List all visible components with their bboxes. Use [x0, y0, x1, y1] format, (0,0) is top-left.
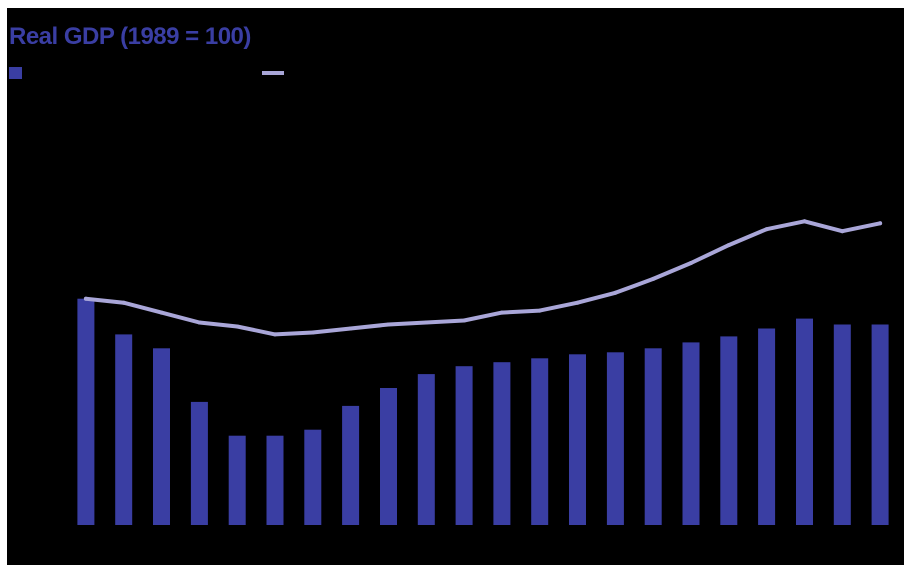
legend-item-line — [262, 66, 290, 80]
bar-7 — [304, 429, 322, 525]
bar-3 — [153, 348, 170, 525]
line-point-19 — [764, 227, 769, 232]
legend-swatch-line — [262, 71, 284, 75]
legend-swatch-bars — [9, 67, 22, 79]
bar-8 — [342, 405, 360, 525]
line-point-13 — [537, 308, 542, 313]
chart-plot — [77, 219, 889, 525]
line-point-6 — [273, 332, 277, 337]
line-point-2 — [121, 300, 126, 305]
line-point-5 — [235, 324, 240, 329]
bar-16 — [644, 348, 662, 525]
bar-9 — [380, 388, 397, 525]
bar-6 — [266, 435, 284, 525]
bar-13 — [531, 358, 549, 525]
bar-10 — [417, 374, 435, 525]
legend-item-bars — [9, 66, 28, 80]
line-point-18 — [726, 243, 731, 248]
bar-2 — [115, 334, 133, 525]
bar-14 — [569, 354, 586, 525]
bar-4 — [190, 401, 208, 525]
bar-18 — [720, 336, 738, 525]
line-point-12 — [499, 310, 504, 315]
line-series — [83, 219, 883, 337]
line-point-7 — [310, 330, 315, 335]
bar-21 — [833, 324, 851, 525]
line-point-4 — [197, 320, 202, 325]
line-point-1 — [83, 296, 88, 301]
bar-12 — [493, 362, 511, 525]
bar-17 — [682, 342, 700, 525]
line-point-11 — [462, 318, 467, 323]
bar-22 — [871, 324, 889, 525]
line-point-3 — [159, 310, 164, 315]
bar-1 — [77, 298, 95, 525]
bar-5 — [228, 435, 246, 525]
line-point-22 — [878, 221, 883, 226]
line-point-10 — [424, 320, 429, 325]
line-point-8 — [348, 326, 353, 331]
bar-19 — [758, 328, 776, 525]
chart-panel: Real GDP (1989 = 100) — [7, 8, 904, 565]
bar-20 — [796, 318, 813, 525]
line-point-17 — [689, 261, 693, 265]
bar-series — [77, 298, 889, 525]
line-path — [83, 219, 883, 337]
bar-11 — [455, 366, 473, 525]
line-point-16 — [651, 276, 656, 281]
line-point-15 — [613, 290, 618, 295]
bar-15 — [606, 352, 624, 525]
line-point-14 — [575, 300, 580, 305]
line-point-20 — [802, 219, 807, 224]
chart-title: Real GDP (1989 = 100) — [9, 23, 251, 50]
line-point-9 — [386, 322, 391, 327]
line-point-21 — [840, 229, 845, 234]
